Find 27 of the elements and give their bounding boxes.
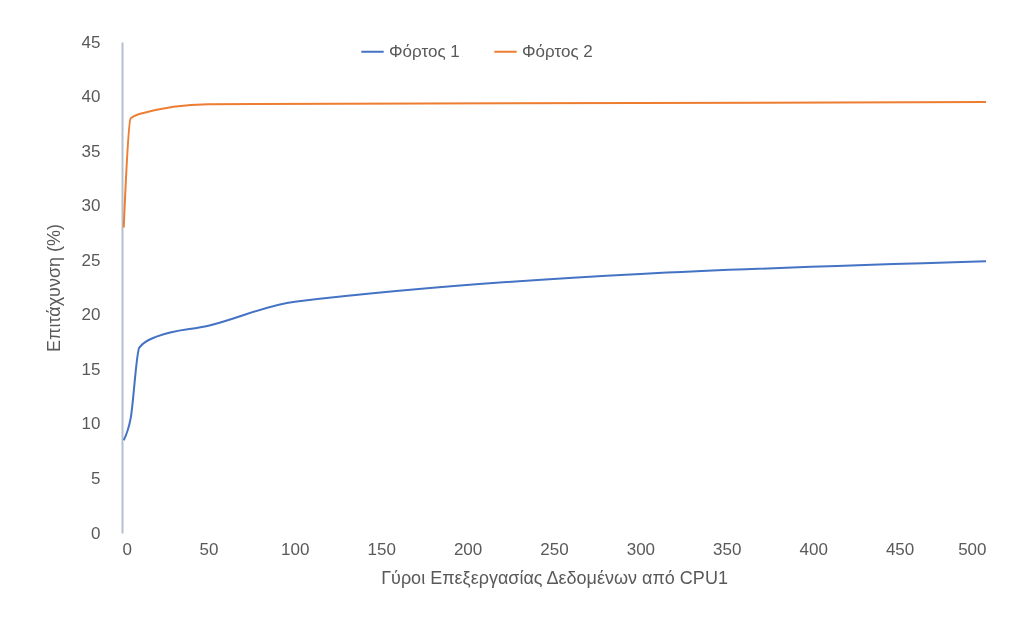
y-tick-label: 35 [81,141,101,161]
x-tick-label: 0 [122,539,132,559]
y-tick-label: 30 [81,196,101,216]
y-tick-label: 5 [91,468,101,488]
x-tick-label: 50 [199,539,219,559]
x-tick-label: 250 [540,539,569,559]
y-tick-label: 40 [81,87,101,107]
y-axis-title: Επιτάχυνση (%) [43,223,64,353]
y-tick-label: 15 [81,359,101,379]
y-tick-label: 20 [81,305,101,325]
y-tick-label: 45 [81,32,101,52]
x-tick-label: 100 [281,539,310,559]
y-tick-label: 0 [91,523,101,543]
x-tick-label: 300 [626,539,656,559]
legend-label: Φόρτος 1 [389,41,460,61]
legend-label: Φόρτος 2 [522,41,593,61]
line-series [122,260,987,442]
y-tick-label: 25 [81,250,101,270]
x-tick-label: 200 [453,539,483,559]
x-tick-label: 450 [885,539,915,559]
line-series [122,101,987,229]
x-tick-label: 400 [799,539,828,559]
y-tick-label: 10 [81,414,101,434]
x-tick-label: 500 [958,539,987,559]
x-axis-title: Γύροι Επεξεργασίας Δεδομένων από CPU1 [381,567,728,588]
x-tick-label: 150 [367,539,396,559]
x-tick-label: 350 [713,539,742,559]
